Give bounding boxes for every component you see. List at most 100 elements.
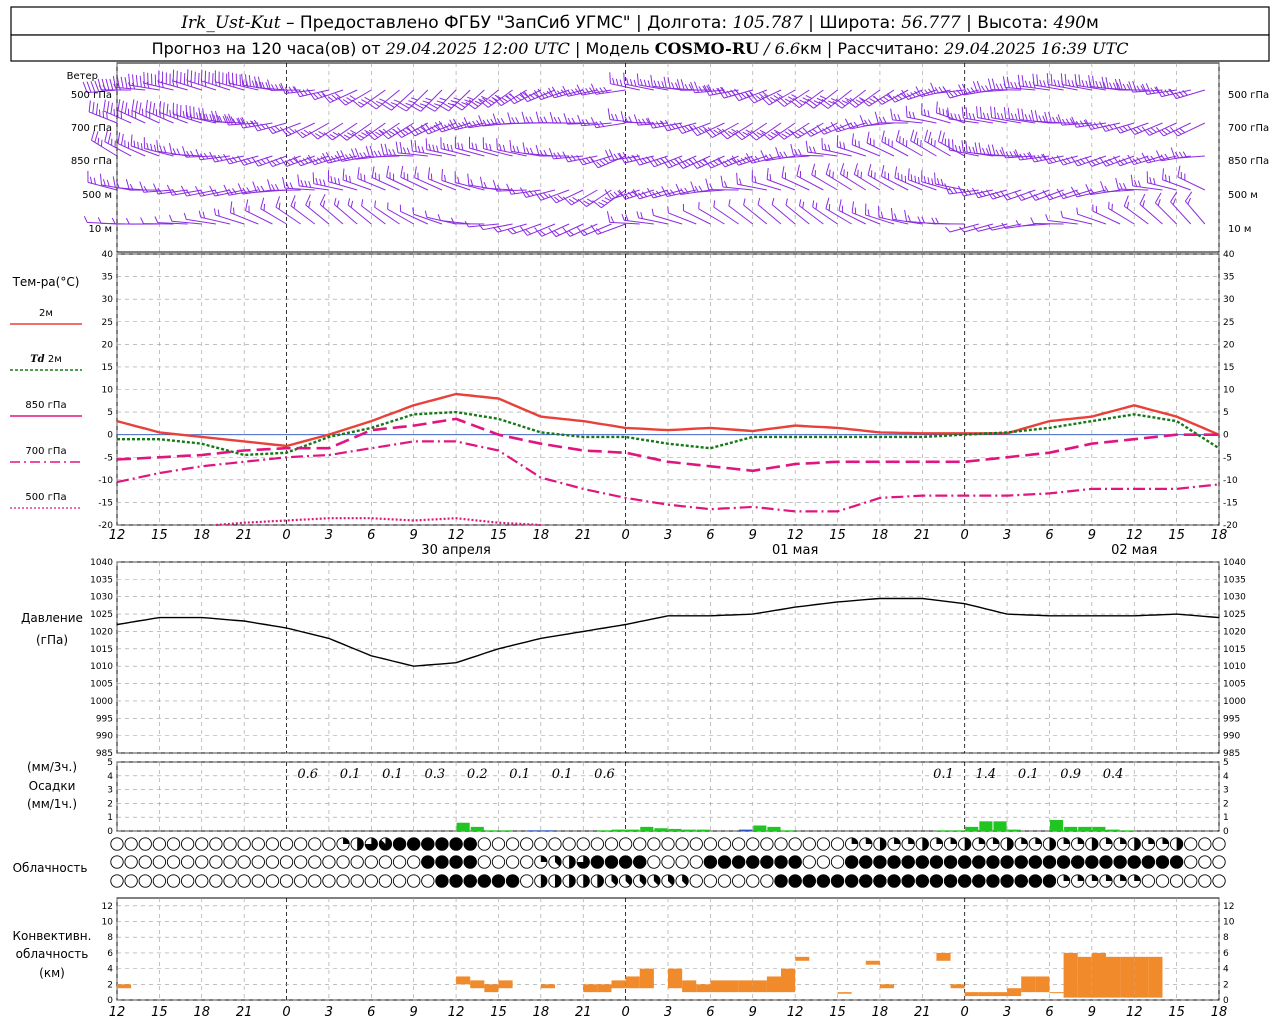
temp-ytick-left: -20 [98,521,113,531]
wind-barb-flag [620,111,625,123]
wind-barb-flag [106,179,110,187]
cloud-symbol [378,855,393,869]
wind-barb-flag [1028,81,1032,88]
wind-barb-flag [948,91,955,98]
wind-barb-flag [1017,108,1021,120]
wind-barb-flag [1065,118,1071,125]
cloud-symbol [1014,874,1028,888]
wind-barb-flag [216,115,221,122]
wind-barb-flag [285,129,292,135]
wind-barb-flag [153,183,159,195]
precip-bar [979,821,993,831]
wind-barb-flag [802,201,805,209]
wind-barb [945,223,979,233]
cloud-symbol [1042,855,1057,869]
wind-barb [866,131,895,157]
wind-barb-shaft [837,146,866,157]
wind-barb-flag [307,89,316,100]
wind-barb-flag [342,168,345,180]
wind-barb-flag [718,130,728,140]
wind-barb-flag [302,158,309,164]
wind-barb-flag [805,140,809,153]
wind-barb-flag [489,143,492,151]
wind-barb-shaft [698,208,725,225]
wind-barb-shaft [1147,155,1177,164]
wind-barb [1042,189,1078,201]
wind-barb-flag [406,147,411,155]
cloud-symbol [943,874,958,888]
cloud-symbol [350,837,364,851]
wind-barb-flag [927,177,930,184]
convective-bar [498,980,513,989]
wind-barb-shaft [934,89,965,94]
wind-barb-flag [585,88,591,95]
wind-barb-flag [698,86,703,93]
wind-barb-shaft [582,155,612,166]
cloud-circle [166,837,181,851]
precip-3h-label: 0.2 [467,767,488,782]
wind-barb-shaft [1108,208,1135,225]
wind-barb-flag [226,116,231,123]
wind-barb-shaft [157,189,188,195]
wind-barb [482,137,513,157]
wind-barb-flag [314,133,322,138]
cloud-fill-full [1085,855,1099,869]
wind-barb-flag [839,141,842,149]
wind-barb-shaft [157,222,188,225]
prec-ytick-left: 0 [107,827,113,837]
wind-barb [307,89,344,101]
wind-barb-flag [308,130,319,140]
wind-barb-flag [217,209,220,217]
wind-barb-flag [371,166,375,178]
wind-barb-flag [343,134,351,139]
wind-barb-flag [746,94,755,104]
temp-ytick-left: 0 [107,431,113,441]
wind-barb-flag [496,184,502,192]
convective-bar [1021,976,1036,993]
cloud-symbol [1155,855,1170,869]
convective-bar [625,976,640,989]
wind-barb-flag [412,207,415,215]
wind-barb-flag [599,120,605,127]
wind-barb [805,140,838,157]
wind-barb-flag [400,165,404,178]
wind-barb-flag [1101,76,1105,89]
wind-barb-flag [496,118,502,125]
cloud-symbol [1113,837,1127,851]
wind-barb-flag [980,190,987,197]
cloud-fill-full [392,837,407,851]
wind-barb-flag [844,118,851,130]
wind-barb-shaft [387,208,414,225]
wind-barb-shaft [1149,122,1177,136]
precip-bar [640,826,654,831]
cloud-symbol [364,874,378,888]
wind-barb-flag [1083,119,1089,126]
wind-barb-flag [661,81,665,88]
wind-barb-flag [986,113,990,120]
wind-barb-flag [1160,154,1166,161]
wind-barb-shaft [1184,200,1206,225]
cloud-circle [407,874,421,888]
wind-barb-flag [670,160,677,166]
wind-barb-flag [388,130,396,136]
cloud-symbol [477,837,491,851]
wind-barb-flag [993,107,996,119]
wind-barb-flag [1014,149,1021,161]
wind-barb-flag [279,126,289,137]
wind-barb-flag [534,227,543,237]
wind-barb-shaft [361,205,386,225]
wind-barb-flag [548,148,554,160]
wind-barb-flag [689,126,698,137]
wind-barb-flag [972,146,976,154]
wind-barb-shaft [1177,176,1206,191]
cloud-circle [421,874,435,888]
cloud-circle [251,837,265,851]
wind-barb-flag [684,187,689,194]
wind-barb-flag [974,142,978,154]
wind-barb [785,198,810,225]
cloud-circle [336,874,350,888]
conv-ytick-left: 2 [107,980,113,990]
cloud-fill-part [922,837,929,851]
wind-barb-flag [585,119,590,126]
cloud-symbol [110,874,124,888]
